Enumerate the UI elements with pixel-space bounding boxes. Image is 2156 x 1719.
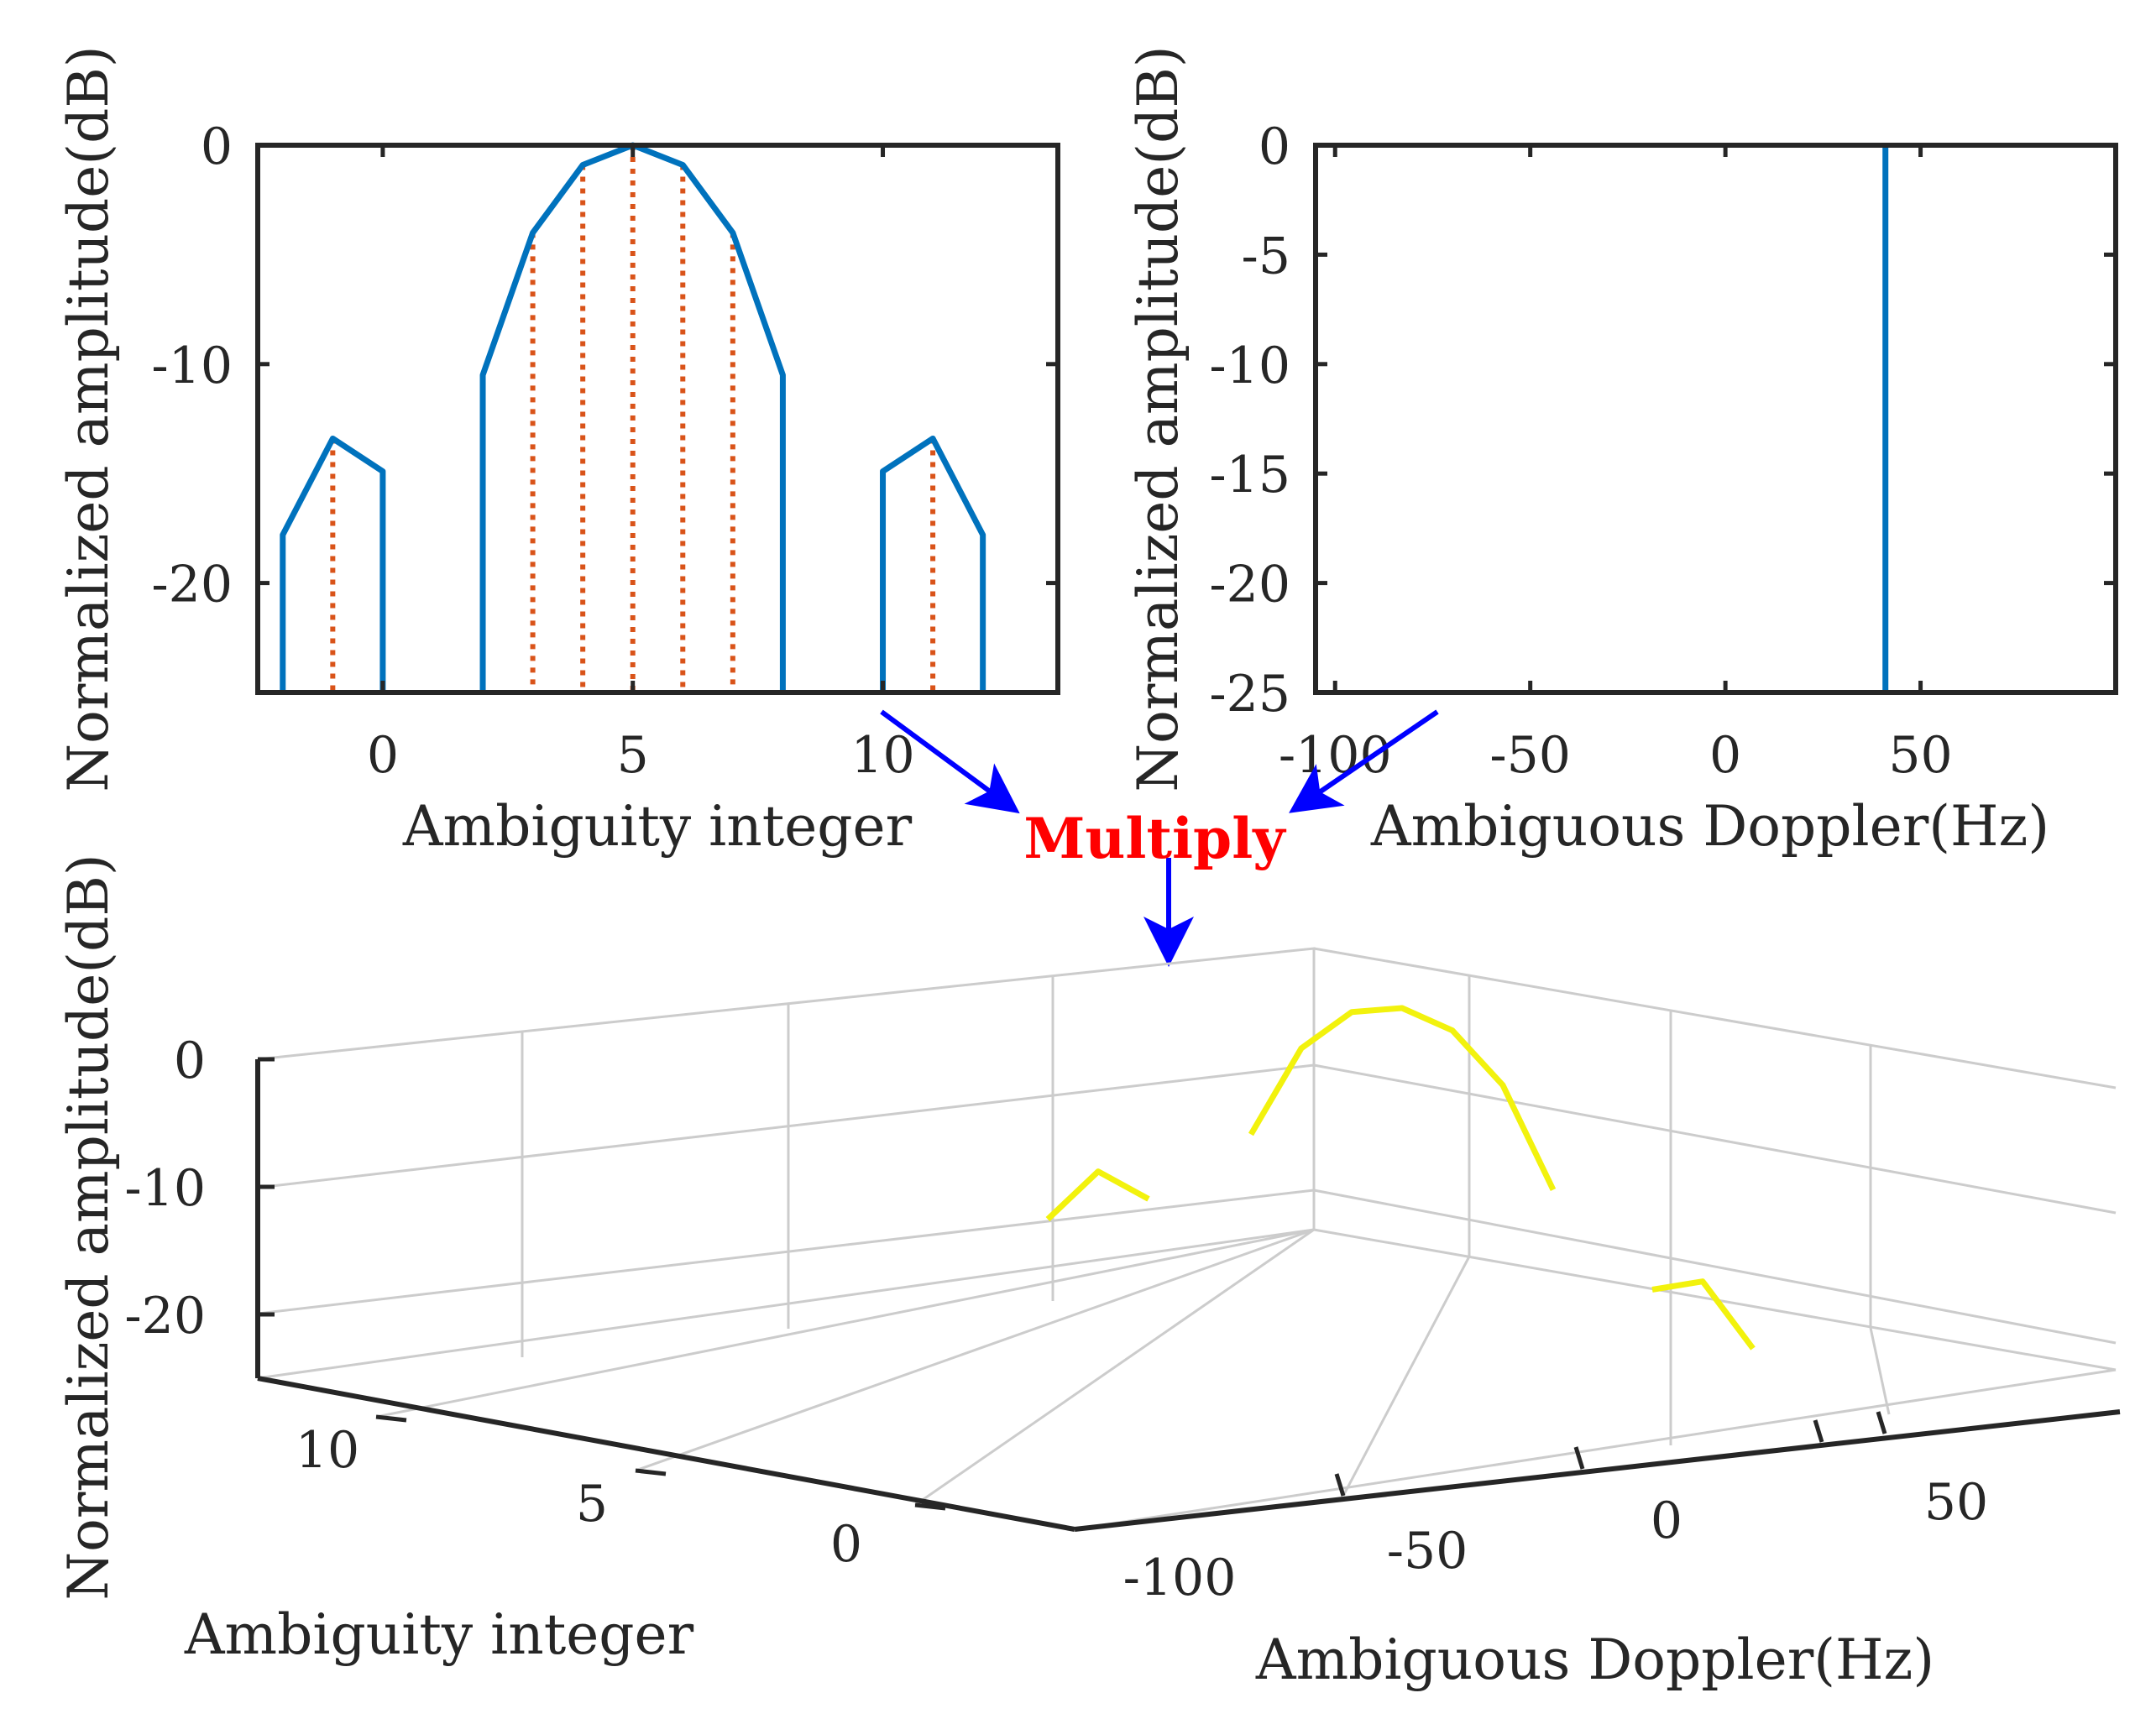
panel-doppler: -100 -50 0 500-5-10-15-20-25 Ambiguous Dopp… [1126,45,2118,859]
y-tick-label: -20 [151,556,233,614]
envelope-line [1248,1005,1557,1192]
y-tick-mark [914,1502,946,1511]
stem-group [280,145,986,692]
x-tick-mark [1813,1419,1824,1443]
x-axis-label: Ambiguous Doppler(Hz) [1370,794,2049,859]
y-tick-label: 0 [1259,118,1290,176]
x-tick-mark [1573,1446,1585,1470]
x-tick-label: 5 [617,726,649,785]
envelope-line [1651,1278,1756,1351]
y-axis-label: Ambiguity integer [184,1602,694,1667]
arrow-left [880,709,1020,814]
x-tick-label: 0 [1709,726,1741,785]
multiply-annotation: Multiply [880,709,1439,967]
multiply-label: Multiply [1023,806,1286,871]
y-tick-mark [635,1468,667,1476]
x-axis-label: Ambiguity integer [402,794,913,859]
y-tick-label: -15 [1209,446,1290,504]
z-tick-label: -10 [124,1159,206,1218]
y-tick-label: 5 [576,1475,608,1534]
y-axis-label: Normalized amplitude(dB) [56,45,121,792]
x-tick-mark [1876,1411,1887,1434]
envelope-line [880,435,986,692]
x-tick-label: 0 [1651,1492,1682,1550]
axis-lines [255,1059,2121,1532]
x-tick-label: -50 [1387,1522,1468,1581]
y-tick-label: 0 [830,1515,862,1574]
envelope-line [280,435,386,692]
x-tick-label: 10 [850,726,914,785]
x-tick-label: 0 [367,726,399,785]
tick-group: -100 -50 0 500-5-10-15-20-25 [1209,118,2116,785]
x-tick-label: -100 [1123,1549,1237,1607]
y-tick-label: -10 [151,337,233,395]
stem-group [1044,1008,1756,1440]
plot-frame [1313,143,2118,695]
y-tick-mark [375,1414,407,1423]
z-tick-label: 0 [174,1032,206,1090]
plot-frame [255,143,1060,695]
tick-group: 0 5 10 0 -10 -20 [151,118,1058,785]
x-tick-label: 50 [1924,1473,1988,1532]
y-tick-label: 0 [201,118,233,176]
y-axis-label: Normalized amplitude(dB) [1126,45,1191,792]
panel-ambiguity: 0 5 10 0 -10 -20 Ambiguity integer Normalized… [56,45,1060,859]
arrow-right [1289,709,1439,813]
x-tick-mark [1334,1473,1346,1497]
y-tick-label: -25 [1209,665,1290,724]
envelope-group [1045,1005,1756,1351]
z-tick-label: -20 [124,1287,206,1345]
y-tick-label: -5 [1242,227,1290,285]
y-tick-label: -10 [1209,337,1290,395]
x-tick-label: 50 [1888,726,1952,785]
y-tick-label: 10 [296,1421,359,1480]
x-axis-label: Ambiguous Doppler(Hz) [1255,1628,1934,1692]
y-tick-label: -20 [1209,556,1290,614]
envelope-line [1045,1168,1150,1222]
x-tick-label: -50 [1489,726,1571,785]
z-axis-label: Normalized amplitude(dB) [56,854,121,1600]
